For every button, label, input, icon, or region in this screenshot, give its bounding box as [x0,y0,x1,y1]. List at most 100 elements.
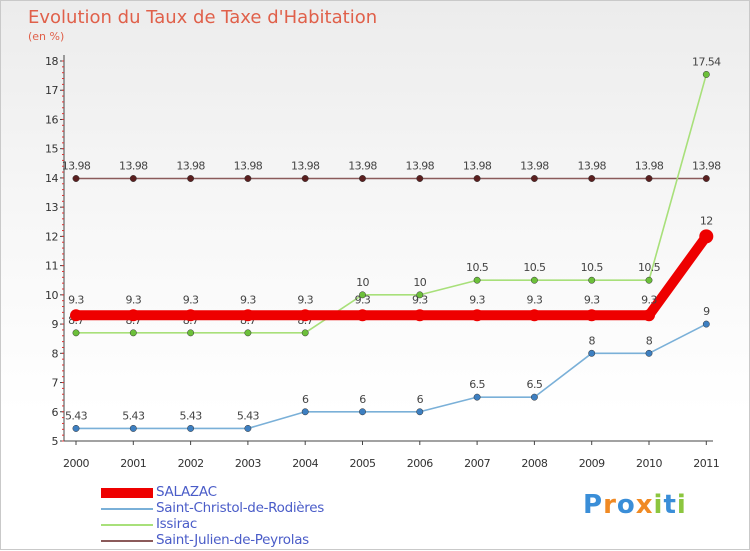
data-point [699,229,714,244]
data-point [588,349,596,357]
data-label: 13.98 [635,160,664,173]
data-label: 13.98 [291,160,320,173]
data-label: 12 [700,214,713,227]
legend-swatch [101,488,153,498]
x-tick-label: 2003 [235,457,261,470]
x-tick-label: 2004 [292,457,318,470]
data-point [72,175,80,182]
legend-swatch [101,524,153,526]
y-tick-label: 12 [45,230,58,243]
data-point [588,175,596,182]
data-label: 9.3 [469,293,485,306]
data-point [70,309,82,322]
data-label: 9.3 [240,293,256,306]
data-point [645,276,653,284]
data-label: 13.98 [520,160,549,173]
data-label: 13.98 [577,160,606,173]
data-point [359,175,366,182]
data-label: 9.3 [125,293,141,306]
legend-label: Issirac [156,516,197,532]
data-point [244,424,252,432]
data-point [471,309,484,322]
legend-label: SALAZAC [156,484,217,500]
data-label: 9.3 [355,293,371,306]
x-tick-label: 2008 [521,457,547,470]
y-tick-label: 11 [45,260,58,273]
x-tick-label: 2000 [63,457,89,470]
data-point [184,309,197,322]
series-line [71,231,712,321]
legend-label: Saint-Julien-de-Peyrolas [156,532,309,548]
data-label: 9.3 [68,293,84,306]
x-tick-label: 2001 [120,457,146,470]
data-label: 13.98 [406,160,435,173]
data-point [72,424,80,432]
y-tick-label: 15 [45,143,58,156]
logo-letter: r [603,490,617,520]
data-point [187,175,195,182]
chart-title: Evolution du Taux de Taxe d'Habitation [28,7,378,28]
data-point [244,175,252,182]
proxiti-logo: Proxiti [583,490,687,520]
data-point [530,175,538,182]
data-point [473,393,481,401]
data-point [473,276,481,284]
data-point [301,175,309,182]
data-point [645,349,653,357]
x-tick-label: 2007 [464,457,490,470]
series-line [75,73,708,334]
data-point [528,309,541,322]
data-label: 6 [359,393,366,406]
x-tick-label: 2011 [693,457,719,470]
data-point [299,309,312,322]
y-tick-label: 5 [52,435,59,448]
data-label: 10 [413,276,426,289]
data-label: 13.98 [692,160,721,173]
y-tick-label: 6 [52,406,59,419]
y-tick-label: 8 [52,347,59,360]
x-tick-label: 2005 [350,457,376,470]
data-label: 10.5 [581,261,604,274]
data-point [702,320,710,328]
data-point [416,175,424,182]
data-point [241,309,254,322]
data-point [129,329,137,337]
series-line [75,323,708,430]
y-tick-label: 18 [45,55,58,68]
x-tick-label: 2002 [178,457,204,470]
logo-letter: x [635,490,654,520]
data-point [702,175,710,182]
data-label: 9.3 [584,293,600,306]
data-label: 9.3 [297,293,313,306]
data-label: 9 [703,305,710,318]
data-label: 9.3 [527,293,543,306]
data-point [416,408,424,416]
data-point [416,291,424,299]
data-point [301,329,309,337]
data-label: 6 [417,393,424,406]
data-point [702,70,710,78]
y-tick-label: 14 [45,172,58,185]
data-point [530,393,538,401]
data-point [129,175,137,182]
data-label: 9.3 [412,293,428,306]
data-label: 13.98 [119,160,148,173]
data-point [301,408,309,416]
legend-swatch [101,508,153,510]
data-point [588,276,596,284]
logo-letter: P [583,490,604,520]
data-label: 9.3 [641,293,657,306]
data-label: 5.43 [237,409,260,422]
legend-swatch [101,540,153,542]
data-point [244,329,252,337]
data-label: 10 [356,276,369,289]
x-tick-label: 2010 [636,457,662,470]
data-point [359,408,366,416]
data-label: 13.98 [463,160,492,173]
data-point [129,424,137,432]
data-label: 9.3 [183,293,199,306]
data-label: 10.5 [466,261,489,274]
data-point [530,276,538,284]
